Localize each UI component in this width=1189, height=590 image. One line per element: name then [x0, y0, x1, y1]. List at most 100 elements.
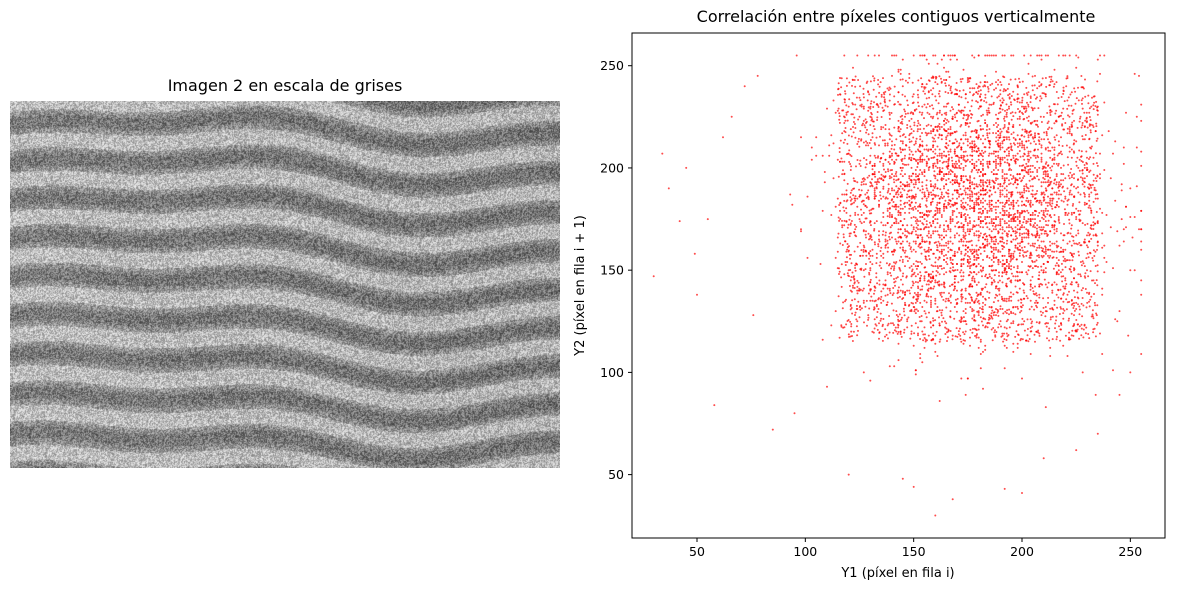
- scatter-point: [951, 338, 954, 341]
- scatter-point: [867, 314, 870, 317]
- scatter-point: [956, 197, 958, 200]
- scatter-point: [1071, 121, 1074, 124]
- scatter-point: [1003, 126, 1006, 128]
- scatter-point: [1012, 136, 1015, 139]
- scatter-point: [850, 276, 853, 278]
- scatter-point: [969, 175, 971, 178]
- scatter-point: [1101, 293, 1104, 296]
- scatter-point: [862, 230, 865, 233]
- scatter-point: [1016, 265, 1019, 268]
- scatter-point: [882, 216, 885, 218]
- scatter-point: [936, 126, 939, 128]
- scatter-point: [1070, 211, 1073, 214]
- scatter-point: [940, 171, 943, 173]
- scatter-point: [917, 128, 919, 131]
- scatter-point: [868, 273, 871, 276]
- scatter-point: [1062, 250, 1065, 253]
- scatter-point: [869, 254, 872, 257]
- scatter-point: [1070, 156, 1073, 159]
- scatter-point: [1001, 254, 1004, 257]
- scatter-point: [1092, 259, 1095, 262]
- scatter-point: [919, 156, 922, 159]
- scatter-point: [949, 54, 952, 57]
- scatter-point: [1010, 220, 1013, 223]
- scatter-point: [1016, 199, 1019, 202]
- scatter-point: [839, 218, 842, 220]
- scatter-point: [969, 220, 971, 223]
- scatter-point: [869, 181, 872, 184]
- scatter-point: [1007, 131, 1010, 134]
- scatter-point: [1081, 177, 1084, 180]
- scatter-point: [973, 203, 976, 206]
- scatter-point: [874, 299, 877, 302]
- scatter-point: [1049, 203, 1052, 206]
- scatter-point: [977, 191, 980, 194]
- scatter-point: [876, 111, 879, 113]
- scatter-point: [1018, 279, 1021, 282]
- scatter-point: [914, 150, 917, 153]
- scatter-point: [859, 254, 862, 257]
- scatter-point: [873, 128, 876, 131]
- scatter-point: [975, 136, 978, 139]
- scatter-point: [1073, 139, 1076, 142]
- scatter-point: [1011, 257, 1014, 260]
- scatter-point: [1055, 315, 1058, 318]
- scatter-point: [1042, 181, 1045, 184]
- scatter-point: [999, 128, 1002, 131]
- scatter-point: [1086, 175, 1088, 178]
- scatter-point: [1001, 308, 1004, 310]
- scatter-point: [1088, 193, 1091, 196]
- scatter-point: [1087, 206, 1090, 209]
- scatter-point: [861, 254, 864, 257]
- scatter-point: [913, 186, 916, 189]
- scatter-point: [927, 132, 930, 135]
- scatter-point: [1055, 230, 1058, 233]
- scatter-point: [897, 91, 900, 94]
- scatter-point: [910, 156, 913, 159]
- scatter-point: [1072, 203, 1075, 205]
- scatter-point: [982, 317, 985, 320]
- scatter-point: [1091, 257, 1094, 259]
- scatter-point: [1023, 152, 1026, 155]
- scatter-point: [1022, 255, 1025, 258]
- scatter-point: [913, 109, 916, 111]
- scatter-point: [1073, 173, 1075, 176]
- scatter-point: [975, 160, 978, 163]
- scatter-point: [919, 211, 922, 214]
- scatter-point: [999, 240, 1002, 243]
- scatter-point: [896, 292, 899, 295]
- scatter-point: [988, 265, 991, 268]
- scatter-point: [893, 329, 896, 332]
- scatter-point: [1055, 175, 1058, 178]
- scatter-point: [917, 220, 919, 223]
- scatter-point: [882, 211, 885, 214]
- scatter-point: [912, 93, 915, 96]
- scatter-point: [908, 138, 911, 141]
- scatter-point: [1081, 183, 1084, 186]
- scatter-point: [849, 279, 852, 282]
- scatter-point: [997, 314, 1000, 317]
- scatter-point: [1083, 241, 1086, 244]
- scatter-point: [1057, 193, 1060, 196]
- scatter-point: [1012, 322, 1015, 325]
- scatter-point: [852, 103, 854, 106]
- scatter-point: [888, 216, 891, 218]
- scatter-point: [1008, 107, 1010, 110]
- scatter-point: [926, 189, 929, 192]
- scatter-point: [975, 256, 978, 259]
- scatter-point: [1079, 176, 1082, 179]
- scatter-point: [875, 220, 878, 223]
- scatter-point: [998, 271, 1000, 274]
- scatter-point: [821, 209, 824, 212]
- scatter-point: [1005, 115, 1008, 118]
- scatter-point: [899, 185, 902, 188]
- scatter-point: [953, 317, 956, 320]
- scatter-point: [897, 154, 900, 157]
- scatter-point: [880, 173, 883, 176]
- scatter-point: [938, 226, 941, 229]
- scatter-point: [850, 323, 853, 325]
- scatter-point: [1088, 337, 1091, 340]
- scatter-point: [1062, 239, 1065, 242]
- scatter-point: [927, 246, 930, 249]
- scatter-point: [951, 211, 954, 214]
